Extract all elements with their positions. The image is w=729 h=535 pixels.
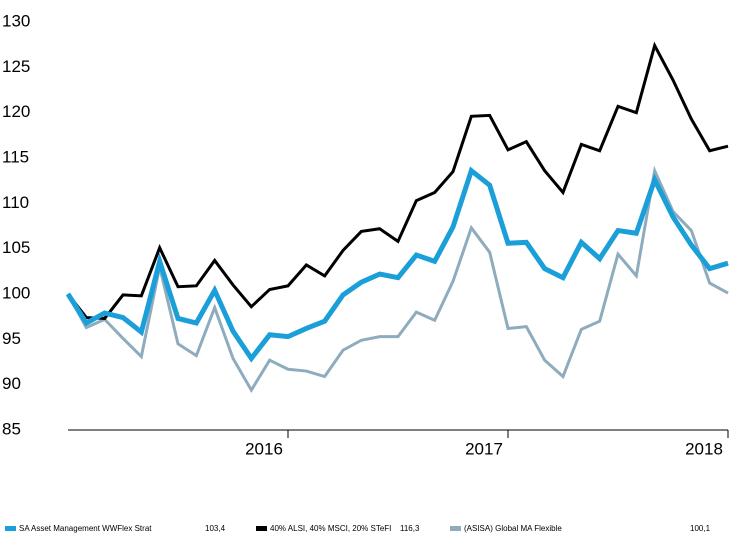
y-tick-label: 85 bbox=[2, 419, 21, 438]
legend-value: 116,3 bbox=[400, 524, 420, 533]
legend-swatch bbox=[256, 526, 267, 531]
x-tick-label: 2018 bbox=[685, 439, 723, 458]
legend-swatch bbox=[450, 526, 461, 531]
y-tick-label: 110 bbox=[2, 193, 29, 212]
legend-swatch bbox=[5, 526, 16, 531]
x-tick-label: 2016 bbox=[245, 439, 283, 458]
legend-value: 103,4 bbox=[205, 524, 226, 533]
series-line bbox=[66, 41, 729, 321]
series-line bbox=[65, 166, 729, 363]
y-tick-label: 95 bbox=[2, 329, 21, 348]
y-tick-label: 120 bbox=[2, 102, 30, 121]
y-tick-label: 105 bbox=[2, 238, 30, 257]
y-tick-label: 90 bbox=[2, 374, 21, 393]
legend-label: 40% ALSI, 40% MSCI, 20% STeFI bbox=[270, 524, 391, 533]
legend-label: SA Asset Management WWFlex Strat bbox=[19, 524, 152, 533]
y-tick-label: 115 bbox=[2, 147, 29, 166]
legend-value: 100,1 bbox=[690, 524, 711, 533]
y-tick-label: 130 bbox=[2, 11, 30, 30]
legend-label: (ASISA) Global MA Flexible bbox=[464, 524, 562, 533]
y-tick-label: 100 bbox=[2, 283, 30, 302]
y-tick-label: 125 bbox=[2, 57, 30, 76]
series-line bbox=[66, 165, 729, 394]
x-tick-label: 2017 bbox=[465, 439, 503, 458]
